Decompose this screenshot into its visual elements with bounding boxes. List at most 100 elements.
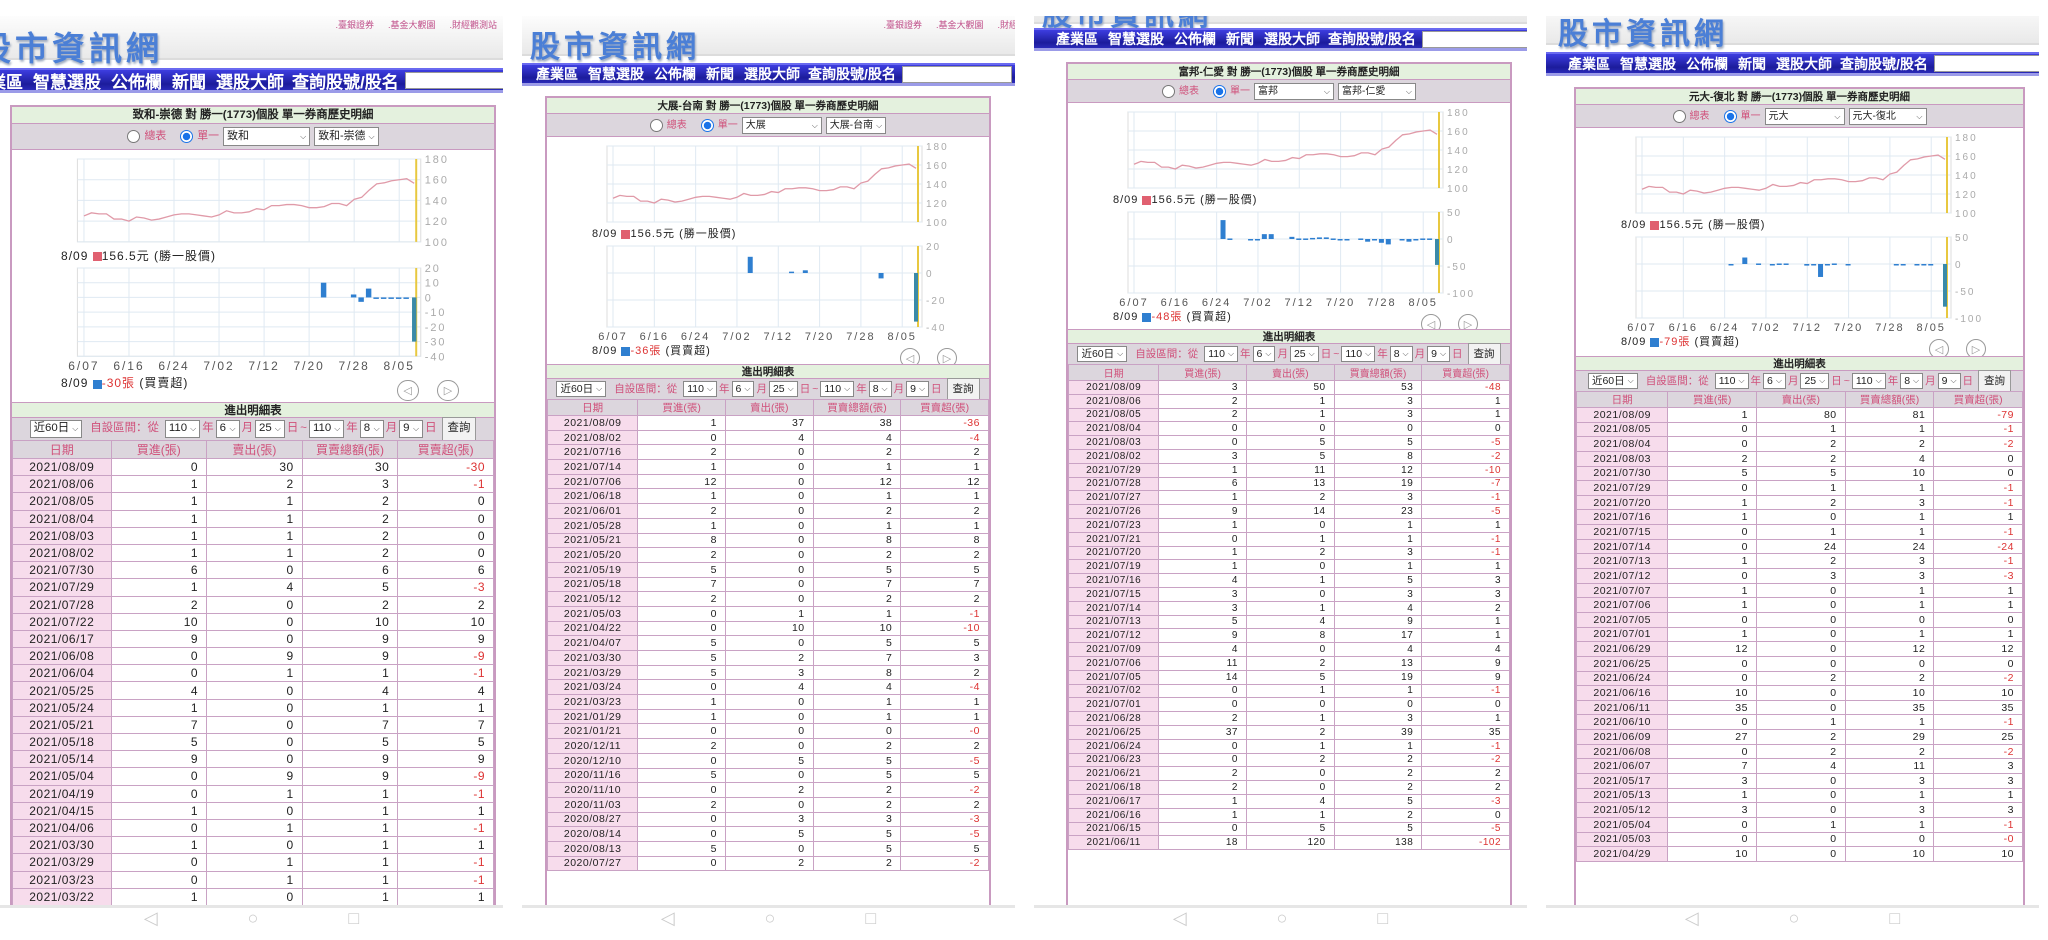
- to-day-select[interactable]: 9 ⌵: [906, 381, 930, 397]
- to-year-select[interactable]: 110 ⌵: [1341, 346, 1376, 362]
- to-day-select[interactable]: 9 ⌵: [399, 420, 424, 438]
- back-icon[interactable]: ◁: [1172, 908, 1187, 928]
- nav-item[interactable]: 選股大師: [1776, 55, 1832, 72]
- nav-item[interactable]: 新聞: [1226, 31, 1254, 47]
- from-day-select[interactable]: 25 ⌵: [768, 381, 798, 397]
- search-input[interactable]: [404, 71, 503, 89]
- nav-item[interactable]: 公佈欄: [654, 66, 696, 82]
- from-day-select[interactable]: 25 ⌵: [1289, 346, 1319, 362]
- to-month-select[interactable]: 8 ⌵: [868, 381, 892, 397]
- price-legend-label: (勝一股價): [1708, 219, 1766, 231]
- home-icon[interactable]: ○: [247, 908, 259, 928]
- branch-select[interactable]: 元大-復北 ⌵: [1848, 107, 1927, 125]
- from-day-select[interactable]: 25 ⌵: [1800, 373, 1830, 389]
- from-year-select[interactable]: 110 ⌵: [1714, 373, 1749, 389]
- nav-item[interactable]: 公佈欄: [1686, 55, 1728, 72]
- y-tick-label: 160: [425, 175, 449, 187]
- to-month-select[interactable]: 8 ⌵: [359, 420, 384, 438]
- nav-item[interactable]: 產業區: [0, 72, 23, 92]
- top-link[interactable]: .臺銀證券: [883, 20, 922, 30]
- broker-select[interactable]: 致和 ⌵: [223, 127, 311, 146]
- nav-item[interactable]: 選股大師: [216, 72, 284, 92]
- nav-item[interactable]: 智慧選股: [1108, 31, 1164, 47]
- from-month-select[interactable]: 6 ⌵: [731, 381, 755, 397]
- home-icon[interactable]: ○: [764, 908, 776, 928]
- from-month-select[interactable]: 6 ⌵: [1763, 373, 1786, 389]
- buy-cell: 6: [110, 561, 208, 580]
- home-icon[interactable]: ○: [1276, 908, 1288, 928]
- radio-summary[interactable]: [127, 129, 141, 143]
- branch-select[interactable]: 富邦-仁愛 ⌵: [1338, 82, 1416, 100]
- nav-item[interactable]: 智慧選股: [33, 72, 101, 92]
- radio-summary[interactable]: [649, 118, 663, 132]
- from-year-select[interactable]: 110 ⌵: [1204, 346, 1239, 362]
- from-month-select[interactable]: 6 ⌵: [1252, 346, 1276, 362]
- search-input[interactable]: [901, 65, 1012, 83]
- nav-item[interactable]: 選股大師: [1264, 31, 1320, 47]
- radio-single[interactable]: [1213, 84, 1226, 98]
- site-logo[interactable]: 股市資訊網: [1558, 17, 1728, 52]
- query-button[interactable]: 查詢: [1467, 343, 1501, 365]
- radio-single[interactable]: [700, 118, 714, 132]
- period-select[interactable]: 近60日 ⌵: [556, 381, 607, 397]
- site-logo[interactable]: 股市資訊網: [530, 30, 700, 65]
- period-select[interactable]: 近60日 ⌵: [1587, 373, 1638, 389]
- search-input[interactable]: [1421, 30, 1527, 48]
- top-link[interactable]: .基金大觀園: [387, 20, 436, 30]
- branch-select[interactable]: 致和-崇德 ⌵: [314, 127, 379, 146]
- to-year-select[interactable]: 110 ⌵: [1851, 373, 1886, 389]
- nav-item[interactable]: 新聞: [1738, 55, 1766, 72]
- radio-single[interactable]: [180, 129, 194, 143]
- nav-item[interactable]: 智慧選股: [1620, 55, 1676, 72]
- nav-item[interactable]: 智慧選股: [588, 66, 644, 82]
- branch-select[interactable]: 大展-台南 ⌵: [825, 116, 887, 134]
- to-day-select[interactable]: 9 ⌵: [1427, 346, 1451, 362]
- top-link[interactable]: .財經觀測站: [449, 20, 497, 30]
- back-icon[interactable]: ◁: [660, 908, 675, 928]
- nav-item[interactable]: 產業區: [1056, 31, 1098, 47]
- recents-icon[interactable]: □: [348, 908, 360, 928]
- top-link[interactable]: .基金大觀園: [935, 20, 984, 30]
- radio-summary[interactable]: [1672, 109, 1686, 123]
- from-day-select[interactable]: 25 ⌵: [255, 420, 285, 438]
- broker-select[interactable]: 大展 ⌵: [741, 116, 822, 134]
- top-link[interactable]: .臺銀證券: [335, 20, 374, 30]
- to-day-select[interactable]: 9 ⌵: [1937, 373, 1961, 389]
- search-input[interactable]: [1933, 55, 2039, 72]
- total-cell: 81: [1844, 407, 1935, 423]
- site-logo[interactable]: 股市資訊網: [0, 29, 163, 68]
- to-year-select[interactable]: 110 ⌵: [820, 381, 855, 397]
- nav-item[interactable]: 產業區: [536, 66, 578, 82]
- to-year-select[interactable]: 110 ⌵: [308, 420, 345, 438]
- nav-item[interactable]: 產業區: [1568, 55, 1610, 72]
- recents-icon[interactable]: □: [1889, 908, 1901, 928]
- buy-cell: 5: [110, 732, 208, 752]
- to-month-select[interactable]: 8 ⌵: [1900, 373, 1924, 389]
- recents-icon[interactable]: □: [1377, 908, 1389, 928]
- period-select[interactable]: 近60日 ⌵: [1077, 346, 1128, 362]
- prev-arrow-button[interactable]: ◁: [396, 379, 419, 402]
- radio-single[interactable]: [1723, 109, 1737, 123]
- next-arrow-button[interactable]: ▷: [437, 379, 459, 402]
- back-icon[interactable]: ◁: [143, 908, 158, 928]
- broker-select[interactable]: 富邦 ⌵: [1254, 82, 1334, 100]
- query-button[interactable]: 查詢: [1978, 370, 2012, 392]
- nav-item[interactable]: 新聞: [172, 72, 206, 92]
- to-month-select[interactable]: 8 ⌵: [1389, 346, 1413, 362]
- query-button[interactable]: 查詢: [441, 417, 477, 441]
- query-button[interactable]: 查詢: [946, 378, 980, 400]
- from-month-select[interactable]: 6 ⌵: [215, 420, 240, 438]
- nav-item[interactable]: 公佈欄: [1174, 31, 1216, 47]
- recents-icon[interactable]: □: [865, 908, 877, 928]
- top-link[interactable]: .財經觀測站: [997, 20, 1015, 30]
- nav-item[interactable]: 公佈欄: [111, 72, 162, 92]
- back-icon[interactable]: ◁: [1684, 908, 1699, 928]
- radio-summary[interactable]: [1162, 84, 1175, 98]
- broker-select[interactable]: 元大 ⌵: [1764, 107, 1845, 125]
- from-year-select[interactable]: 110 ⌵: [683, 381, 718, 397]
- from-year-select[interactable]: 110 ⌵: [164, 420, 201, 438]
- home-icon[interactable]: ○: [1788, 908, 1800, 928]
- nav-item[interactable]: 選股大師: [744, 66, 800, 82]
- period-select[interactable]: 近60日 ⌵: [29, 420, 83, 438]
- nav-item[interactable]: 新聞: [706, 66, 734, 82]
